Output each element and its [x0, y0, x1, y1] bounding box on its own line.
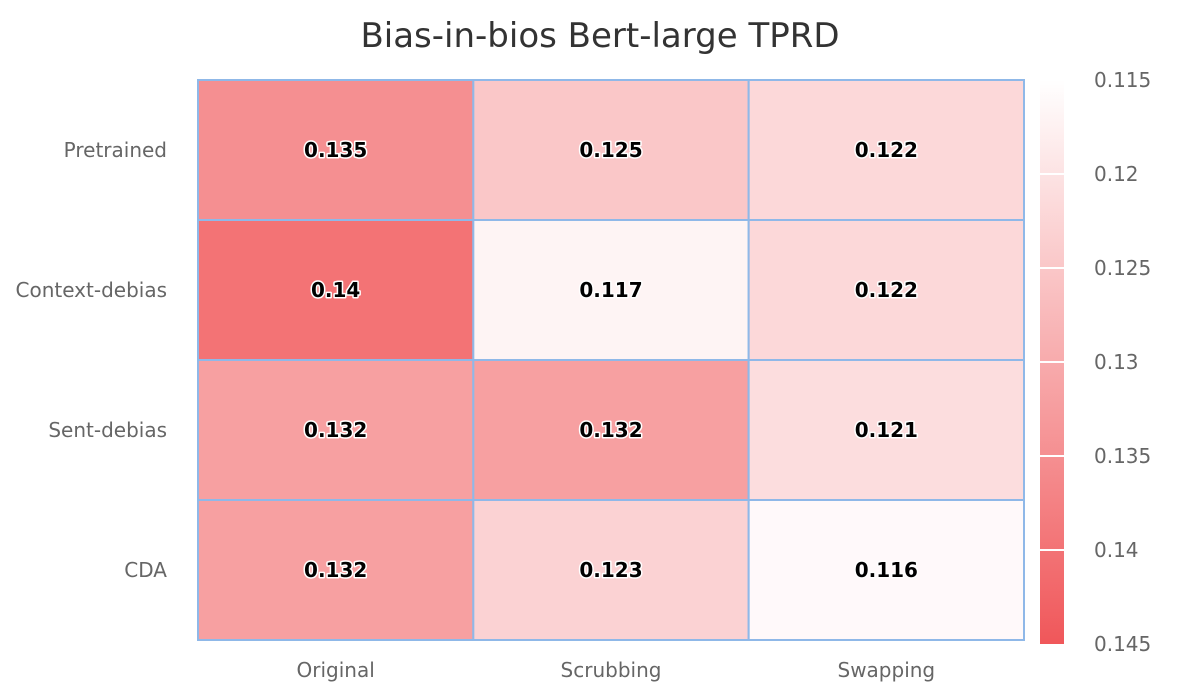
heatmap-cell-value: 0.123 — [579, 558, 642, 582]
heatmap-cell-value: 0.132 — [304, 418, 367, 442]
heatmap-cell — [197, 219, 475, 361]
heatmap-cell — [747, 219, 1026, 361]
heatmap-cell-value: 0.125 — [579, 138, 642, 162]
color-scale-tick-label: 0.125 — [1094, 256, 1151, 280]
heatmap-cell-value: 0.135 — [304, 138, 367, 162]
color-scale-ticks: 0.115 0.12 0.125 0.13 0.135 0.14 0.145 — [1040, 68, 1151, 656]
heatmap-cell — [747, 79, 1026, 221]
color-scale-tick-label: 0.115 — [1094, 68, 1151, 92]
y-axis-label: Context-debias — [16, 278, 168, 302]
heatmap-cells — [197, 79, 1026, 641]
heatmap-cell — [472, 79, 750, 221]
heatmap-cell-value: 0.132 — [304, 558, 367, 582]
color-scale-tick-label: 0.14 — [1094, 538, 1139, 562]
heatmap-cell — [197, 499, 475, 641]
x-axis-label: Scrubbing — [561, 658, 662, 682]
heatmap-cell — [472, 359, 750, 501]
color-scale-tick-label: 0.145 — [1094, 632, 1151, 656]
chart-title: Bias-in-bios Bert-large TPRD — [360, 16, 839, 56]
y-axis-label: CDA — [124, 558, 167, 582]
x-axis-labels: Original Scrubbing Swapping — [297, 658, 936, 682]
heatmap-cell-value: 0.132 — [579, 418, 642, 442]
heatmap-cell — [747, 499, 1026, 641]
heatmap-cell-value: 0.122 — [855, 138, 918, 162]
heatmap-cell — [197, 79, 475, 221]
x-axis-label: Original — [297, 658, 375, 682]
heatmap-cell-value: 0.116 — [855, 558, 918, 582]
y-axis-label: Sent-debias — [48, 418, 167, 442]
y-axis-labels: Pretrained Context-debias Sent-debias CDA — [16, 138, 168, 582]
heatmap-cell — [472, 219, 750, 361]
color-scale-tick-label: 0.135 — [1094, 444, 1151, 468]
heatmap-cell-value: 0.14 — [311, 278, 360, 302]
heatmap-cell-labels: 0.135 0.125 0.122 0.14 0.117 0.122 0.132 0.132 0… — [303, 137, 920, 584]
heatmap-cell-value: 0.121 — [855, 418, 918, 442]
heatmap-cell-value: 0.117 — [579, 278, 642, 302]
color-scale-tick-label: 0.12 — [1094, 162, 1139, 186]
heatmap-cell-value: 0.122 — [855, 278, 918, 302]
y-axis-label: Pretrained — [64, 138, 167, 162]
x-axis-label: Swapping — [838, 658, 936, 682]
color-scale-tick-label: 0.13 — [1094, 350, 1139, 374]
